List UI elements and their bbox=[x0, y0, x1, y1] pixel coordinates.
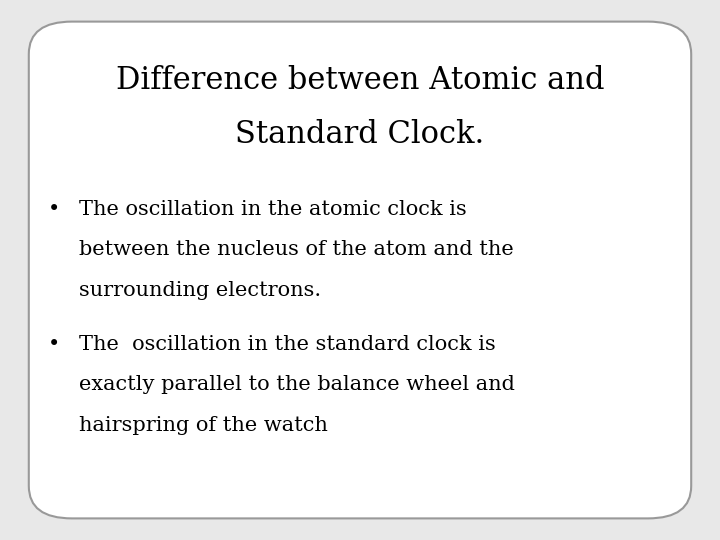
Text: Standard Clock.: Standard Clock. bbox=[235, 119, 485, 150]
Text: between the nucleus of the atom and the: between the nucleus of the atom and the bbox=[79, 240, 514, 259]
Text: exactly parallel to the balance wheel and: exactly parallel to the balance wheel an… bbox=[79, 375, 515, 394]
Text: surrounding electrons.: surrounding electrons. bbox=[79, 281, 321, 300]
Text: •: • bbox=[48, 200, 60, 219]
Text: hairspring of the watch: hairspring of the watch bbox=[79, 416, 328, 435]
Text: The oscillation in the atomic clock is: The oscillation in the atomic clock is bbox=[79, 200, 467, 219]
Text: •: • bbox=[48, 335, 60, 354]
FancyBboxPatch shape bbox=[29, 22, 691, 518]
Text: Difference between Atomic and: Difference between Atomic and bbox=[116, 65, 604, 96]
Text: The  oscillation in the standard clock is: The oscillation in the standard clock is bbox=[79, 335, 496, 354]
